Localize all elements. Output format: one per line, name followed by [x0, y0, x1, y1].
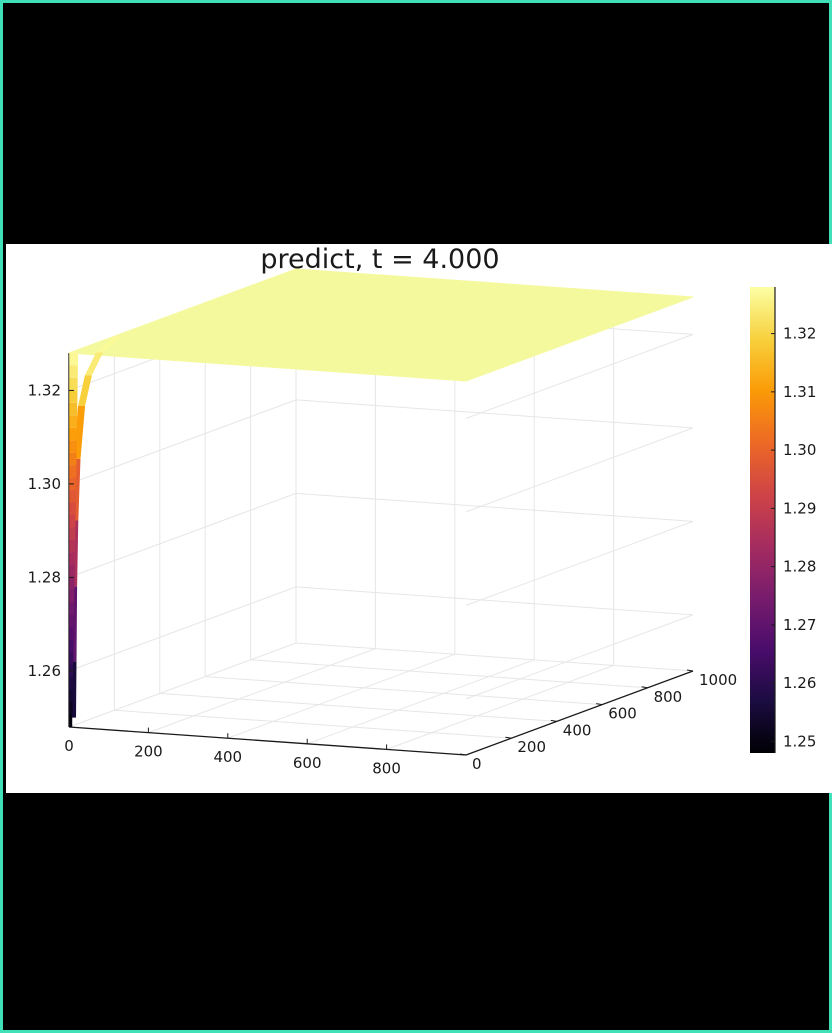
- grid-layer: [68, 269, 694, 756]
- x-tick-label: 0: [64, 737, 74, 755]
- surface-edge-strip: [69, 377, 78, 391]
- y-tick-label: 1000: [699, 671, 737, 689]
- x-tick-label: 600: [293, 754, 322, 772]
- surface-edge-strip: [69, 539, 76, 553]
- y-tick-mark: [505, 736, 512, 739]
- floor-grid-line: [205, 676, 603, 706]
- surface-edge-strip: [69, 352, 79, 366]
- colorbar-tick-label: 1.26: [783, 674, 816, 692]
- surface-edge-segment: [78, 375, 92, 406]
- y-tick-mark: [641, 686, 648, 689]
- y-tick-label: 400: [563, 721, 592, 739]
- colorbar-tick-label: 1.32: [783, 325, 816, 343]
- surface-edge-strip: [69, 502, 76, 515]
- surface-edge-strip: [69, 627, 74, 640]
- left-grid-line: [68, 492, 297, 578]
- surface-edge-strip: [69, 602, 75, 615]
- surface-edge-strip: [69, 589, 75, 603]
- surface-edge-strip: [69, 402, 78, 416]
- surface-edge-segment: [96, 336, 122, 353]
- side-grid-line: [465, 614, 694, 700]
- surface-edge-strip: [69, 701, 73, 715]
- z-tick-label: 1.30: [28, 475, 61, 493]
- x-tick-label: 800: [372, 759, 401, 777]
- left-grid-line: [68, 399, 297, 485]
- axes-layer: [68, 353, 694, 756]
- floor-grid-line: [159, 692, 557, 722]
- colorbar-tick-label: 1.25: [783, 732, 816, 750]
- y-tick-mark: [459, 753, 467, 756]
- surface-edge-strip: [69, 452, 77, 466]
- colorbar-tick-label: 1.28: [783, 558, 816, 576]
- surface-edge-strip: [69, 639, 74, 653]
- x-axis-line: [68, 726, 467, 756]
- side-grid-line: [465, 520, 694, 606]
- y-tick-mark: [686, 669, 694, 672]
- surface-edge-strip: [69, 577, 75, 590]
- colorbar-tick-label: 1.30: [783, 441, 816, 459]
- x-tick-label: 400: [213, 748, 242, 766]
- colorbar: 1.25 1.26 1.27 1.28 1.29 1.30 1.31 1.32: [750, 287, 816, 753]
- surface-edge-strip: [69, 677, 73, 690]
- plot-panel: predict, t = 4.000 0 200 400 600 800 0 200 400 6…: [6, 244, 832, 793]
- left-grid-line: [68, 586, 297, 672]
- floor-grid-line: [250, 659, 648, 689]
- surface-edge-strip: [69, 552, 75, 565]
- x-tick-label: 200: [134, 743, 163, 761]
- surface-edge-strip: [69, 652, 74, 665]
- surface-edge-strip: [69, 427, 77, 441]
- surface-layer: [68, 268, 694, 727]
- surface-edge-strip: [69, 527, 76, 540]
- z-tick-label: 1.28: [28, 568, 61, 586]
- floor-grid-line: [227, 653, 455, 739]
- colorbar-tick-label: 1.29: [783, 499, 816, 517]
- floor-grid-line: [386, 664, 614, 750]
- surface-edge-strip: [69, 614, 74, 628]
- y-tick-mark: [596, 703, 603, 706]
- surface-edge-strip: [69, 390, 78, 403]
- y-tick-label: 800: [654, 688, 683, 706]
- colorbar-tick-label: 1.27: [783, 616, 816, 634]
- floor-grid-line: [148, 648, 376, 734]
- surface-edge-strip: [69, 415, 78, 428]
- surface-edge-strip: [69, 514, 76, 528]
- side-grid-line: [465, 333, 694, 419]
- back-grid-line: [295, 586, 694, 616]
- y-axis-line: [465, 670, 694, 756]
- surface-edge-strip: [69, 465, 77, 478]
- y-tick-label: 200: [517, 738, 546, 756]
- floor-grid-line: [295, 642, 694, 672]
- surface-plateau: [68, 268, 694, 382]
- floor-grid-line: [114, 709, 512, 739]
- colorbar-gradient: [750, 287, 775, 753]
- y-tick-mark: [550, 719, 557, 722]
- surface-edge-strip: [69, 440, 77, 453]
- ticks-layer: 0 200 400 600 800 0 200 400 600 800 1000 1.26 1.28 1.…: [28, 381, 738, 777]
- surface-edge-strip: [69, 365, 78, 378]
- surface-edge-segment: [84, 352, 104, 376]
- colorbar-tick-label: 1.31: [783, 383, 816, 401]
- y-tick-label: 600: [608, 705, 637, 723]
- surface-edge-strip: [69, 490, 76, 503]
- surface-edge-strip: [69, 564, 75, 578]
- y-tick-label: 0: [472, 755, 482, 773]
- surface-edge-strip: [69, 714, 73, 727]
- side-grid-line: [465, 427, 694, 513]
- surface-chart: predict, t = 4.000 0 200 400 600 800 02004006…: [28, 244, 817, 777]
- z-tick-label: 1.32: [28, 381, 61, 399]
- floor-grid-line: [307, 659, 535, 745]
- back-grid-line: [295, 399, 694, 429]
- surface-edge-strip: [69, 689, 73, 702]
- z-tick-label: 1.26: [28, 662, 61, 680]
- back-grid-line: [295, 492, 694, 522]
- floor-grid-line: [68, 642, 297, 728]
